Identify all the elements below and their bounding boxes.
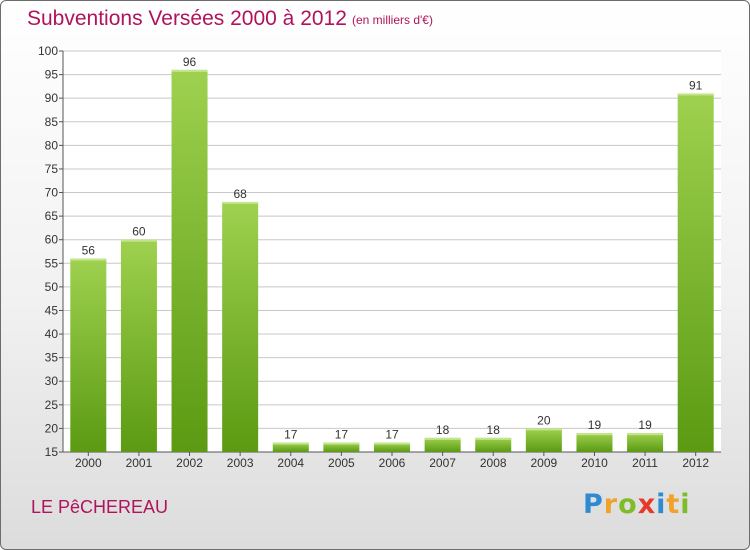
y-tick-label: 90 [45, 91, 59, 105]
chart-subtitle: (en milliers d'€) [352, 13, 433, 27]
bar [222, 201, 259, 452]
x-tick-label: 2005 [328, 456, 355, 470]
data-label: 19 [638, 418, 652, 432]
data-label: 17 [385, 428, 399, 442]
commune-name: LE PêCHEREAU [31, 497, 169, 517]
x-tick-label: 2008 [480, 456, 507, 470]
bar-highlight [576, 433, 613, 436]
data-label: 60 [132, 225, 146, 239]
logo-letter: o [618, 489, 638, 520]
x-tick-label: 2011 [632, 456, 658, 470]
bar-highlight [424, 437, 461, 440]
bar [70, 258, 107, 452]
y-tick-label: 65 [45, 209, 59, 223]
bar [576, 433, 613, 452]
bar-highlight [677, 93, 714, 96]
data-label: 91 [689, 78, 703, 92]
data-label: 17 [335, 428, 349, 442]
x-tick-label: 2002 [176, 456, 203, 470]
y-tick-label: 70 [45, 186, 59, 200]
bar-highlight [120, 239, 157, 242]
bar-highlight [171, 69, 208, 72]
x-tick-label: 2001 [126, 456, 153, 470]
data-label: 19 [588, 418, 602, 432]
y-tick-label: 50 [45, 280, 59, 294]
y-tick-label: 80 [45, 138, 59, 152]
logo-letter: i [656, 489, 667, 520]
bar-highlight [222, 201, 259, 204]
logo-letter: i [680, 489, 691, 520]
bar-highlight [323, 442, 360, 445]
x-tick-label: 2012 [682, 456, 709, 470]
data-label: 68 [233, 187, 247, 201]
y-tick-label: 60 [45, 233, 59, 247]
chart-title: Subventions Versées 2000 à 2012 [27, 7, 347, 30]
logo-letter: t [666, 489, 681, 520]
y-tick-label: 30 [45, 374, 59, 388]
x-tick-label: 2010 [581, 456, 608, 470]
data-label: 18 [436, 423, 450, 437]
bar-highlight [272, 442, 309, 445]
logo-letter: r [603, 489, 619, 520]
y-tick-label: 75 [45, 162, 59, 176]
data-label: 20 [537, 413, 551, 427]
bar [525, 428, 562, 452]
y-tick-label: 35 [45, 351, 59, 365]
bar [424, 437, 461, 452]
bar [272, 442, 309, 452]
bar [475, 437, 512, 452]
y-tick-label: 100 [38, 44, 58, 58]
logo-letter: x [637, 489, 657, 520]
bar-highlight [70, 258, 107, 261]
x-tick-label: 2000 [75, 456, 102, 470]
x-tick-label: 2004 [277, 456, 304, 470]
y-tick-label: 25 [45, 398, 59, 412]
data-label: 17 [284, 428, 298, 442]
plot-area [63, 51, 721, 452]
data-label: 56 [82, 244, 96, 258]
logo-letter: P [583, 489, 604, 520]
y-tick-label: 45 [45, 303, 59, 317]
data-label: 18 [487, 423, 501, 437]
bar [677, 93, 714, 452]
bar [171, 69, 208, 452]
bar [120, 239, 157, 452]
bar-highlight [525, 428, 562, 431]
x-tick-label: 2007 [429, 456, 456, 470]
bar-highlight [475, 437, 512, 440]
bar [627, 433, 664, 452]
bar-highlight [374, 442, 410, 445]
y-tick-label: 40 [45, 327, 59, 341]
y-tick-label: 55 [45, 256, 59, 270]
y-tick-label: 15 [45, 445, 59, 459]
y-tick-label: 85 [45, 115, 59, 129]
data-label: 96 [183, 55, 197, 69]
bar-highlight [627, 433, 664, 436]
x-tick-label: 2009 [530, 456, 557, 470]
y-tick-label: 95 [45, 68, 59, 82]
proxiti-logo: Proxiti [583, 489, 691, 520]
x-tick-label: 2003 [227, 456, 254, 470]
bar [374, 442, 410, 452]
y-tick-label: 20 [45, 421, 59, 435]
x-tick-label: 2006 [379, 456, 406, 470]
bar [323, 442, 360, 452]
